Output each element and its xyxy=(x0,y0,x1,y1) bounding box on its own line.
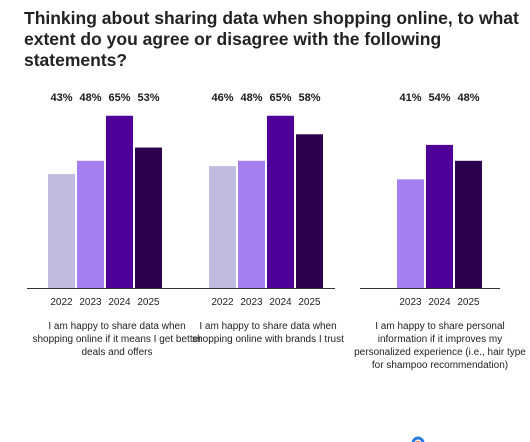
value-label-g2-2024: 65% xyxy=(269,92,291,104)
bar-g2-2025 xyxy=(296,134,323,288)
group-label-2: I am happy to share data when shopping o… xyxy=(192,321,344,345)
bar-g2-2022 xyxy=(209,166,236,288)
tick-label-g2-2022: 2022 xyxy=(211,297,234,308)
tick-label-g3-2024: 2024 xyxy=(428,297,451,308)
bar-g2-2023 xyxy=(238,160,265,288)
value-label-g2-2022: 46% xyxy=(211,92,233,104)
value-label-g1-2024: 65% xyxy=(108,92,130,104)
tick-label-g2-2024: 2024 xyxy=(269,297,292,308)
tick-label-g1-2025: 2025 xyxy=(137,297,160,308)
logo-icon xyxy=(411,434,425,442)
bar-g3-2025 xyxy=(455,160,482,288)
tick-label-g3-2023: 2023 xyxy=(399,297,422,308)
bar-g2-2024 xyxy=(267,115,294,288)
tick-label-g1-2022: 2022 xyxy=(50,297,73,308)
bar-g1-2024 xyxy=(106,115,133,288)
value-label-g2-2025: 58% xyxy=(298,92,320,104)
value-label-g3-2023: 41% xyxy=(399,92,421,104)
tick-label-g3-2025: 2025 xyxy=(457,297,480,308)
value-label-g1-2023: 48% xyxy=(79,92,101,104)
value-label-g1-2025: 53% xyxy=(137,92,159,104)
tick-label-g1-2023: 2023 xyxy=(79,297,102,308)
value-label-g3-2025: 48% xyxy=(457,92,479,104)
value-label-g2-2023: 48% xyxy=(240,92,262,104)
tick-label-g2-2025: 2025 xyxy=(298,297,321,308)
bar-g3-2024 xyxy=(426,144,453,288)
tick-label-g1-2024: 2024 xyxy=(108,297,131,308)
group-label-1: I am happy to share data when shopping o… xyxy=(32,321,202,358)
value-label-g3-2024: 54% xyxy=(428,92,450,104)
chart-title: Thinking about sharing data when shoppin… xyxy=(24,8,519,70)
tick-label-g2-2023: 2023 xyxy=(240,297,263,308)
bar-g1-2025 xyxy=(135,147,162,288)
group-label-3: I am happy to share personal information… xyxy=(354,321,526,371)
bar-g3-2023 xyxy=(397,179,424,288)
bar-g1-2022 xyxy=(48,174,75,288)
value-label-g1-2022: 43% xyxy=(50,92,72,104)
bar-g1-2023 xyxy=(77,160,104,288)
